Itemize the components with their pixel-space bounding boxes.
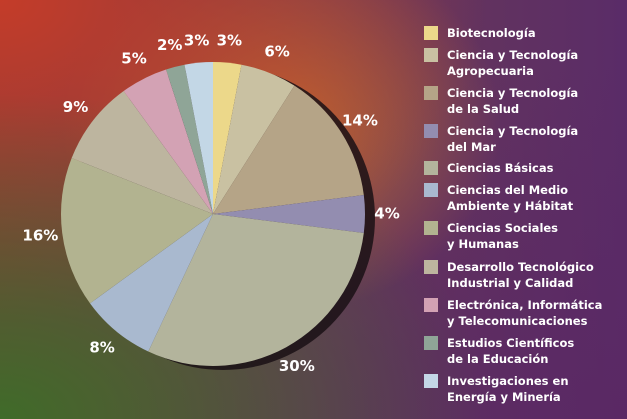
pie-slice [71,91,213,214]
slice-label: 5% [121,49,146,67]
legend-label: Ciencias Sociales y Humanas [447,221,559,251]
legend-swatch [424,26,438,40]
slice-label: 9% [63,98,88,116]
pie-slice [184,62,213,214]
pie-slice [213,64,295,214]
legend-swatch [424,260,438,274]
slice-label: 8% [89,339,114,357]
legend-swatch [424,298,438,312]
legend-item: Ciencias Básicas [424,160,624,176]
legend-label: Biotecnología [447,26,536,40]
pie-slice [166,64,213,214]
legend-item: Investigaciones en Energía y Minería [424,373,624,405]
slice-label: 6% [264,43,289,61]
legend-swatch [424,336,438,350]
legend-item: Ciencia y Tecnología del Mar [424,123,624,155]
pie-slice [213,85,364,214]
legend-item: Ciencias del Medio Ambiente y Hábitat [424,182,624,214]
legend-label: Ciencias del Medio Ambiente y Hábitat [447,183,574,213]
legend-label: Ciencia y Tecnología del Mar [447,124,579,154]
legend-item: Ciencia y Tecnología Agropecuaria [424,47,624,79]
legend-label: Ciencia y Tecnología de la Salud [447,86,579,116]
pie-slice [61,158,214,304]
slice-label: 14% [342,111,378,129]
legend-item: Biotecnología [424,25,624,41]
legend-label: Investigaciones en Energía y Minería [447,374,569,404]
legend-swatch [424,221,438,235]
legend-item: Ciencias Sociales y Humanas [424,220,624,252]
pie-slice [213,62,242,214]
pie-slice [123,69,213,214]
legend-label: Electrónica, Informática y Telecomunicac… [447,298,603,328]
pie-slice [148,214,364,366]
legend-label: Ciencia y Tecnología Agropecuaria [447,48,579,78]
pie-slice [213,194,365,234]
legend-item: Estudios Científicos de la Educación [424,335,624,367]
legend-swatch [424,124,438,138]
legend-swatch [424,374,438,388]
slice-label: 30% [279,357,315,375]
slice-label: 16% [22,226,58,244]
slice-label: 3% [184,31,209,49]
pie-slice [90,214,213,352]
legend-label: Ciencias Básicas [447,161,554,175]
legend-item: Electrónica, Informática y Telecomunicac… [424,297,624,329]
legend-swatch [424,183,438,197]
slice-label: 2% [157,36,182,54]
legend-item: Desarrollo Tecnológico Industrial y Cali… [424,259,624,291]
legend-swatch [424,161,438,175]
legend-swatch [424,86,438,100]
legend-item: Ciencia y Tecnología de la Salud [424,85,624,117]
legend-label: Desarrollo Tecnológico Industrial y Cali… [447,260,594,290]
legend-label: Estudios Científicos de la Educación [447,336,575,366]
slice-label: 3% [217,31,242,49]
legend-swatch [424,48,438,62]
slice-label: 4% [374,205,399,223]
